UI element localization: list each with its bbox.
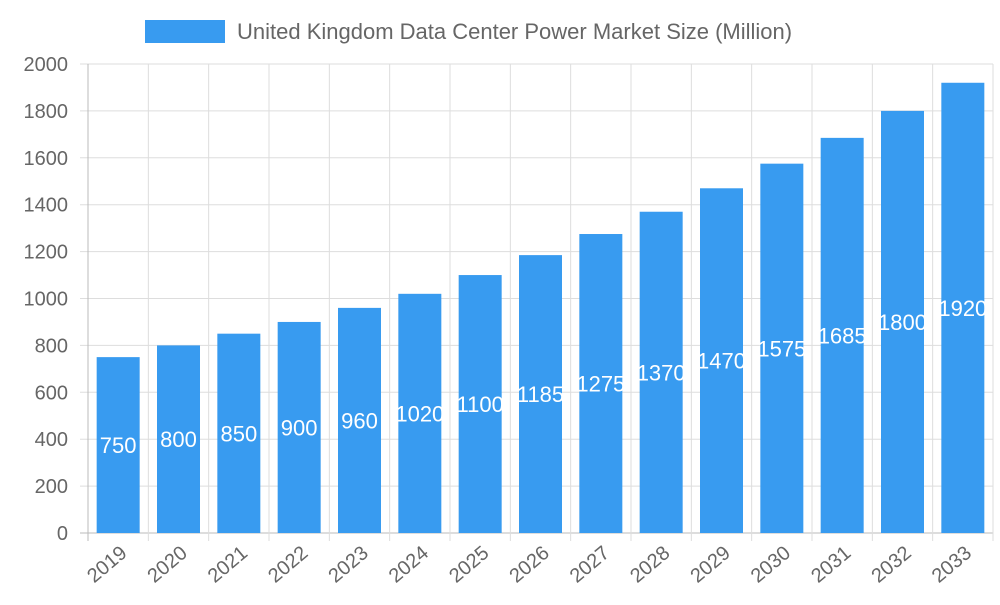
- data-label: 1685: [818, 323, 867, 348]
- legend-label: United Kingdom Data Center Power Market …: [237, 19, 792, 44]
- bar-2031[interactable]: [820, 137, 864, 533]
- bar-2020[interactable]: [157, 345, 200, 533]
- y-tick-label: 400: [35, 429, 68, 451]
- y-axis: 0 200 400 600 800 1000 1200 1400 1600 1800 2000: [24, 54, 69, 545]
- data-label: 1920: [938, 296, 987, 321]
- data-label: 900: [281, 415, 318, 440]
- y-tick-label: 1200: [24, 242, 69, 264]
- x-tick-label: 2020: [143, 542, 191, 587]
- x-tick-label: 2027: [566, 542, 614, 587]
- x-tick-label: 2029: [686, 542, 734, 587]
- x-tick-label: 2025: [445, 542, 493, 587]
- bar-2028[interactable]: [639, 211, 683, 534]
- x-tick-label: 2028: [626, 542, 674, 587]
- y-tick-label: 200: [35, 476, 68, 498]
- y-tick-label: 1600: [24, 148, 69, 170]
- x-tick-label: 2030: [747, 542, 795, 587]
- data-label: 1100: [457, 392, 504, 417]
- grid: [80, 63, 994, 541]
- bar-2019[interactable]: [96, 357, 140, 533]
- bar-2025[interactable]: [458, 275, 502, 533]
- bars: 750 800 850 900 960 1020 1100 1185 1275 1370 1470 1…: [96, 82, 987, 534]
- x-tick-label: 2032: [867, 542, 915, 587]
- data-label: 1575: [757, 336, 806, 361]
- y-tick-label: 600: [35, 382, 68, 404]
- x-tick-label: 2022: [264, 542, 312, 587]
- y-tick-label: 1800: [24, 101, 69, 123]
- data-label: 1020: [395, 401, 444, 426]
- data-label: 800: [160, 427, 197, 452]
- bar-2029[interactable]: [700, 188, 743, 533]
- legend[interactable]: United Kingdom Data Center Power Market …: [145, 19, 792, 44]
- x-tick-label: 2023: [324, 542, 372, 587]
- data-label: 1370: [637, 360, 686, 385]
- data-label: 1470: [697, 349, 746, 374]
- data-label: 1275: [576, 372, 625, 397]
- y-tick-label: 1400: [24, 195, 69, 217]
- data-label: 1185: [517, 382, 564, 407]
- y-tick-label: 2000: [24, 54, 69, 76]
- x-tick-label: 2021: [204, 542, 252, 587]
- bar-2033[interactable]: [941, 82, 985, 533]
- x-tick-label: 2024: [385, 542, 433, 587]
- y-tick-label: 0: [57, 523, 68, 545]
- y-tick-label: 1000: [24, 289, 69, 311]
- y-tick-label: 800: [35, 335, 68, 357]
- data-label: 850: [220, 421, 257, 446]
- data-label: 1800: [878, 310, 927, 335]
- x-tick-label: 2031: [807, 542, 855, 587]
- bar-2026[interactable]: [519, 255, 562, 533]
- data-label: 960: [341, 408, 378, 433]
- bar-2023[interactable]: [338, 307, 381, 533]
- x-tick-label: 2026: [505, 542, 553, 587]
- x-tick-label: 2019: [83, 542, 131, 587]
- x-tick-label: 2033: [928, 542, 976, 587]
- x-axis: 2019 2020 2021 2022 2023 2024 2025 2026 2027 2028…: [83, 542, 976, 587]
- bar-2021[interactable]: [217, 333, 261, 533]
- data-label: 750: [100, 433, 137, 458]
- bar-2027[interactable]: [579, 234, 623, 533]
- bar-2030[interactable]: [760, 163, 804, 533]
- bar-2022[interactable]: [277, 321, 321, 533]
- bar-2032[interactable]: [881, 110, 924, 534]
- bar-2024[interactable]: [398, 293, 442, 533]
- legend-swatch: [145, 20, 225, 43]
